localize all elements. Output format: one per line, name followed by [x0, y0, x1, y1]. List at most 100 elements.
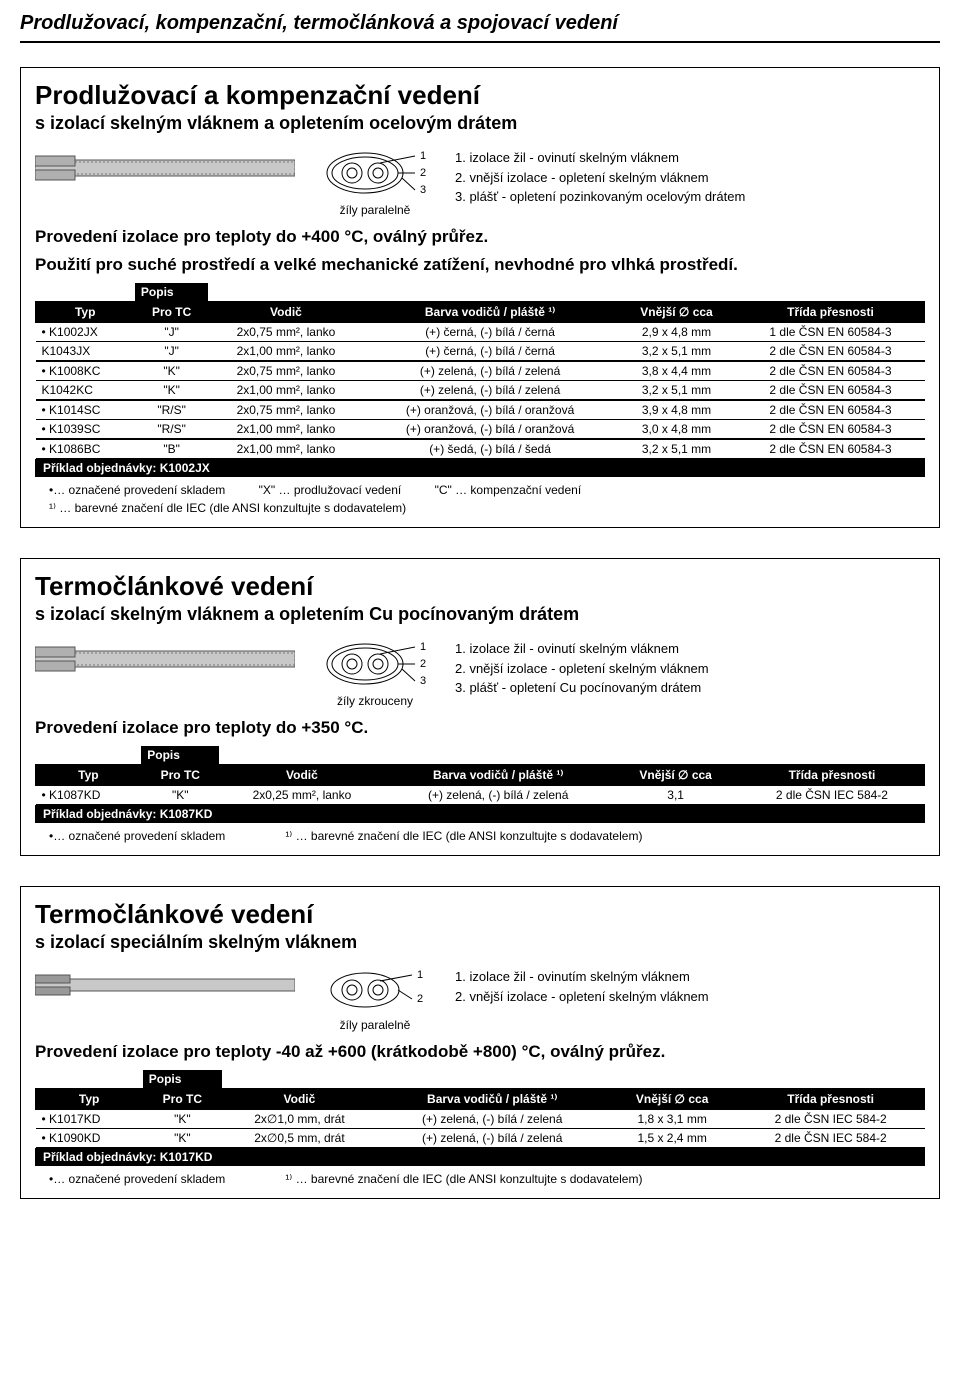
table-1-popis: Popis — [135, 283, 208, 302]
cable-diagram-2 — [35, 639, 295, 682]
th2-trida: Třída přesnosti — [739, 765, 924, 786]
table-cell: 2 dle ČSN EN 60584-3 — [736, 439, 924, 459]
table-cell: (+) oranžová, (-) bílá / oranžová — [364, 420, 617, 440]
table-cell: "R/S" — [135, 420, 208, 440]
table-cell: 3,8 x 4,4 mm — [617, 361, 737, 381]
table-row: K1043JX"J"2x1,00 mm², lanko(+) černá, (-… — [36, 342, 925, 362]
table-cell: 2x1,00 mm², lanko — [208, 439, 363, 459]
cross-section-2: 1 2 3 žíly zkrouceny — [315, 639, 435, 708]
cross-section-1: 1 2 3 žíly paralelně — [315, 148, 435, 217]
table-cell: • K1086BC — [36, 439, 135, 459]
legend-2: 1. izolace žil - ovinutí skelným vláknem… — [455, 639, 709, 698]
table-cell: (+) zelená, (-) bílá / zelená — [364, 361, 617, 381]
section-1-diagram-row: 1 2 3 žíly paralelně 1. izolace žil - ov… — [35, 148, 925, 217]
th3-barva: Barva vodičů / pláště ¹⁾ — [377, 1089, 608, 1110]
table-cell: 3,0 x 4,8 mm — [617, 420, 737, 440]
th3-protc: Pro TC — [143, 1089, 222, 1110]
th-typ: Typ — [36, 302, 135, 323]
th3-vnejsi: Vnější ∅ cca — [607, 1089, 736, 1110]
table-row: • K1087KD"K"2x0,25 mm², lanko(+) zelená,… — [36, 786, 925, 805]
table-cell: 3,2 x 5,1 mm — [617, 381, 737, 401]
table-cell: 2 dle ČSN EN 60584-3 — [736, 400, 924, 420]
table-3-header-row: Typ Pro TC Vodič Barva vodičů / pláště ¹… — [36, 1089, 925, 1110]
legend-2-item-1: 1. izolace žil - ovinutí skelným vláknem — [455, 639, 709, 659]
th2-typ: Typ — [36, 765, 142, 786]
table-cell: 2 dle ČSN IEC 584-2 — [739, 786, 924, 805]
cross-label-1: žíly paralelně — [315, 203, 435, 217]
table-row: • K1008KC"K"2x0,75 mm², lanko(+) zelená,… — [36, 361, 925, 381]
table-cell: 1,8 x 3,1 mm — [607, 1110, 736, 1129]
notes-2: •… označené provedení skladem ¹⁾ … barev… — [35, 823, 925, 845]
legend-1-item-3: 3. plášť - opletení pozinkovaným ocelový… — [455, 187, 745, 207]
cross-label-3: žíly paralelně — [315, 1018, 435, 1032]
svg-text:1: 1 — [420, 150, 426, 162]
th-protc: Pro TC — [135, 302, 208, 323]
th3-vodic: Vodič — [222, 1089, 377, 1110]
section-2: Termočlánkové vedení s izolací skelným v… — [20, 558, 940, 856]
priklad-1: Příklad objednávky: K1002JX — [35, 459, 925, 477]
note-2-2: ¹⁾ … barevné značení dle IEC (dle ANSI k… — [285, 827, 642, 845]
table-cell: • K1039SC — [36, 420, 135, 440]
svg-text:2: 2 — [420, 658, 426, 670]
legend-2-item-3: 3. plášť - opletení Cu pocínovaným dráte… — [455, 678, 709, 698]
table-cell: "K" — [143, 1110, 222, 1129]
table-cell: 2 dle ČSN IEC 584-2 — [737, 1110, 925, 1129]
table-cell: 2 dle ČSN EN 60584-3 — [736, 420, 924, 440]
table-cell: 2x1,00 mm², lanko — [208, 420, 363, 440]
table-2: Popis Typ Pro TC Vodič Barva vodičů / pl… — [35, 746, 925, 805]
table-cell: 3,1 — [612, 786, 740, 805]
table-cell: (+) zelená, (-) bílá / zelená — [385, 786, 612, 805]
section-3-diagram-row: 1 2 žíly paralelně 1. izolace žil - ovin… — [35, 967, 925, 1032]
section-3: Termočlánkové vedení s izolací speciální… — [20, 886, 940, 1199]
section-3-title: Termočlánkové vedení — [35, 899, 925, 930]
table-cell: "K" — [143, 1129, 222, 1148]
table-3: Popis Typ Pro TC Vodič Barva vodičů / pl… — [35, 1070, 925, 1148]
th3-typ: Typ — [36, 1089, 143, 1110]
table-2-popis: Popis — [141, 746, 219, 765]
table-cell: 1 dle ČSN EN 60584-3 — [736, 323, 924, 342]
table-1-header-row: Typ Pro TC Vodič Barva vodičů / pláště ¹… — [36, 302, 925, 323]
table-cell: (+) oranžová, (-) bílá / oranžová — [364, 400, 617, 420]
th2-barva: Barva vodičů / pláště ¹⁾ — [385, 765, 612, 786]
table-cell: 1,5 x 2,4 mm — [607, 1129, 736, 1148]
table-row: • K1014SC"R/S"2x0,75 mm², lanko(+) oranž… — [36, 400, 925, 420]
table-cell: (+) šedá, (-) bílá / šedá — [364, 439, 617, 459]
table-cell: (+) zelená, (-) bílá / zelená — [364, 381, 617, 401]
notes-3: •… označené provedení skladem ¹⁾ … barev… — [35, 1166, 925, 1188]
table-cell: 3,9 x 4,8 mm — [617, 400, 737, 420]
section-1-usage-2: Použití pro suché prostředí a velké mech… — [35, 255, 925, 275]
table-row: • K1002JX"J"2x0,75 mm², lanko(+) černá, … — [36, 323, 925, 342]
legend-1-item-2: 2. vnější izolace - opletení skelným vlá… — [455, 168, 745, 188]
th-barva: Barva vodičů / pláště ¹⁾ — [364, 302, 617, 323]
table-cell: (+) zelená, (-) bílá / zelená — [377, 1129, 608, 1148]
table-row: • K1090KD"K"2x∅0,5 mm, drát(+) zelená, (… — [36, 1129, 925, 1148]
table-cell: • K1087KD — [36, 786, 142, 805]
note-3-2: ¹⁾ … barevné značení dle IEC (dle ANSI k… — [285, 1170, 642, 1188]
table-cell: "K" — [135, 361, 208, 381]
table-cell: "K" — [141, 786, 219, 805]
svg-text:3: 3 — [420, 675, 426, 687]
section-3-sub: s izolací speciálním skelným vláknem — [35, 932, 925, 953]
table-3-popis: Popis — [143, 1070, 222, 1089]
legend-1-item-1: 1. izolace žil - ovinutí skelným vláknem — [455, 148, 745, 168]
cable-diagram-1 — [35, 148, 295, 191]
table-cell: 2x0,75 mm², lanko — [208, 361, 363, 381]
priklad-3: Příklad objednávky: K1017KD — [35, 1148, 925, 1166]
table-1: Popis Typ Pro TC Vodič Barva vodičů / pl… — [35, 283, 925, 459]
table-cell: 2 dle ČSN EN 60584-3 — [736, 381, 924, 401]
legend-1: 1. izolace žil - ovinutí skelným vláknem… — [455, 148, 745, 207]
section-1: Prodlužovací a kompenzační vedení s izol… — [20, 67, 940, 528]
table-cell: 2x1,00 mm², lanko — [208, 381, 363, 401]
table-row: • K1039SC"R/S"2x1,00 mm², lanko(+) oranž… — [36, 420, 925, 440]
table-cell: "B" — [135, 439, 208, 459]
table-cell: "J" — [135, 323, 208, 342]
table-cell: • K1014SC — [36, 400, 135, 420]
section-2-title: Termočlánkové vedení — [35, 571, 925, 602]
table-cell: K1042KC — [36, 381, 135, 401]
table-cell: • K1017KD — [36, 1110, 143, 1129]
table-cell: (+) černá, (-) bílá / černá — [364, 342, 617, 362]
section-2-sub: s izolací skelným vláknem a opletením Cu… — [35, 604, 925, 625]
table-cell: 2x0,25 mm², lanko — [219, 786, 384, 805]
table-cell: 3,2 x 5,1 mm — [617, 439, 737, 459]
table-cell: "R/S" — [135, 400, 208, 420]
